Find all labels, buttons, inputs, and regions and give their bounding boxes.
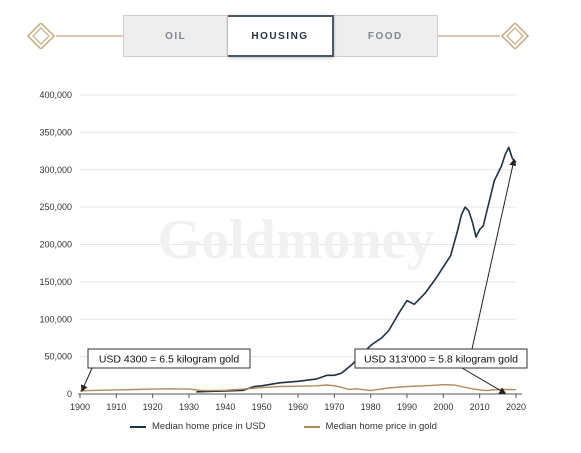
annotations: USD 4300 = 6.5 kilogram gold USD 313'000 … bbox=[81, 158, 528, 394]
y-tick-label: 0 bbox=[67, 389, 72, 399]
x-tick-label: 2020 bbox=[506, 402, 526, 412]
legend-swatch-gold bbox=[303, 425, 320, 428]
grid bbox=[80, 94, 516, 358]
y-tick-label: 400,000 bbox=[39, 90, 72, 100]
y-tick-label: 150,000 bbox=[39, 277, 72, 287]
legend-swatch-usd bbox=[130, 425, 146, 428]
category-tabs: OIL HOUSING FOOD bbox=[123, 15, 438, 57]
annotation-box bbox=[354, 348, 528, 369]
y-tick-label: 100,000 bbox=[39, 314, 72, 324]
legend: Median home price in USD Median home pri… bbox=[130, 421, 437, 432]
legend-label-usd: Median home price in USD bbox=[152, 421, 266, 432]
watermark-text: Goldmoney bbox=[158, 209, 435, 271]
y-tick-label: 300,000 bbox=[39, 165, 72, 175]
x-tick-label: 1900 bbox=[70, 402, 90, 412]
x-tick-label: 2000 bbox=[433, 402, 453, 412]
series-line-gold bbox=[79, 384, 517, 392]
x-tick-label: 1990 bbox=[397, 402, 417, 412]
x-tick-label: 1970 bbox=[324, 402, 344, 412]
series bbox=[79, 146, 517, 393]
tab-housing[interactable]: HOUSING bbox=[228, 15, 334, 57]
annotation-arrow bbox=[81, 367, 93, 393]
legend-item-usd: Median home price in USD bbox=[130, 421, 266, 432]
x-tick-label: 1960 bbox=[288, 402, 308, 412]
annotation-arrow bbox=[461, 367, 507, 394]
legend-item-gold: Median home price in gold bbox=[303, 421, 437, 432]
y-tick-label: 200,000 bbox=[39, 240, 72, 250]
annotation-arrow bbox=[471, 158, 517, 350]
y-tick-label: 50,000 bbox=[44, 352, 72, 362]
x-tick-label: 2010 bbox=[470, 402, 490, 412]
x-tick-label: 1940 bbox=[215, 402, 235, 412]
annotation-label: USD 313'000 = 5.8 kilogram gold bbox=[364, 354, 518, 366]
tab-food[interactable]: FOOD bbox=[333, 15, 438, 57]
x-tick-label: 1980 bbox=[361, 402, 381, 412]
y-tick-label: 250,000 bbox=[39, 202, 72, 212]
series-line-usd bbox=[196, 146, 517, 393]
x-tick-label: 1910 bbox=[106, 402, 126, 412]
ornament-right bbox=[436, 23, 530, 49]
y-tick-label: 350,000 bbox=[39, 127, 72, 137]
annotation-label: USD 4300 = 6.5 kilogram gold bbox=[99, 354, 240, 366]
x-tick-label: 1930 bbox=[179, 402, 199, 412]
axes: 0 50,000 100,000 150,000 200,000 250,000 300,0… bbox=[39, 90, 526, 412]
legend-label-gold: Median home price in gold bbox=[325, 421, 437, 432]
x-tick-label: 1950 bbox=[252, 402, 272, 412]
annotation-box bbox=[87, 348, 251, 369]
x-tick-label: 1920 bbox=[143, 402, 163, 412]
tab-oil[interactable]: OIL bbox=[123, 15, 229, 57]
